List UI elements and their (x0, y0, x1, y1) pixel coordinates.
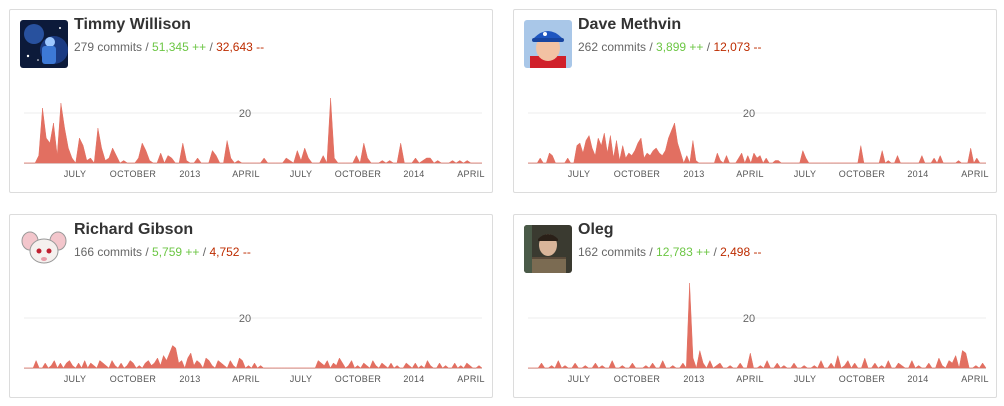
avatar-cartoon-mouse-icon (20, 225, 68, 273)
contributor-stats: 162 commits / 12,783 ++ / 2,498 -- (578, 245, 762, 259)
commit-count: 262 commits (578, 40, 647, 54)
x-tick-label: OCTOBER (335, 169, 382, 179)
x-tick-label: APRIL (232, 374, 260, 384)
y-tick-label: 20 (239, 313, 251, 325)
avatar-space-illustration-icon (20, 20, 68, 68)
commit-area-series (23, 97, 483, 164)
x-tick-label: 2014 (907, 374, 928, 384)
x-tick-label: JULY (568, 169, 591, 179)
x-tick-label: 2013 (179, 169, 200, 179)
commit-activity-chart: 20 JULY OCTOBER 2013 APRIL JULY OCTOBER 2014 APR… (527, 282, 989, 384)
x-tick-label: JULY (64, 169, 87, 179)
contributor-stats: 262 commits / 3,899 ++ / 12,073 -- (578, 40, 762, 54)
commit-area-series (527, 122, 987, 164)
x-tick-label: APRIL (457, 169, 485, 179)
additions-count: 3,899 ++ (656, 40, 704, 54)
x-tick-label: OCTOBER (839, 169, 886, 179)
avatar[interactable] (20, 20, 68, 68)
x-tick-label: OCTOBER (614, 169, 661, 179)
commit-count: 162 commits (578, 245, 647, 259)
x-tick-label: OCTOBER (614, 374, 661, 384)
x-tick-label: OCTOBER (335, 374, 382, 384)
deletions-count: 2,498 -- (720, 245, 762, 259)
deletions-count: 32,643 -- (216, 40, 265, 54)
x-tick-label: JULY (64, 374, 87, 384)
deletions-count: 12,073 -- (713, 40, 762, 54)
commit-activity-chart: 20 JULY OCTOBER 2013 APRIL JULY OCTOBER 2014 APR… (23, 313, 485, 384)
x-tick-label: JULY (794, 374, 817, 384)
commit-area-series (527, 282, 987, 369)
x-tick-label: 2013 (683, 374, 704, 384)
x-tick-label: JULY (290, 374, 313, 384)
x-tick-label: 2013 (683, 169, 704, 179)
x-tick-label: JULY (568, 374, 591, 384)
avatar[interactable] (524, 20, 572, 68)
contributor-card-oleg: 20 JULY OCTOBER 2013 APRIL JULY OCTOBER 2014 APR… (513, 214, 997, 398)
y-tick-label: 20 (743, 108, 755, 120)
additions-count: 5,759 ++ (152, 245, 200, 259)
x-tick-label: 2013 (179, 374, 200, 384)
avatar[interactable] (524, 225, 572, 273)
additions-count: 51,345 ++ (152, 40, 207, 54)
contributor-name[interactable]: Oleg (578, 221, 614, 238)
x-tick-label: APRIL (961, 169, 989, 179)
x-tick-label: OCTOBER (110, 169, 157, 179)
y-tick-label: 20 (743, 313, 755, 325)
avatar-blue-cap-icon (524, 20, 572, 68)
contributor-card-dave-methvin: 20 JULY OCTOBER 2013 APRIL JULY OCTOBER 2014 APR… (513, 9, 997, 193)
x-tick-label: OCTOBER (110, 374, 157, 384)
commit-count: 279 commits (74, 40, 143, 54)
x-tick-label: JULY (290, 169, 313, 179)
contributor-name[interactable]: Timmy Willison (74, 16, 191, 33)
x-tick-label: 2014 (907, 169, 928, 179)
avatar[interactable] (20, 225, 68, 273)
contributor-name[interactable]: Richard Gibson (74, 221, 194, 238)
x-tick-label: APRIL (961, 374, 989, 384)
additions-count: 12,783 ++ (656, 245, 711, 259)
y-tick-label: 20 (239, 108, 251, 120)
commit-activity-chart: 20 JULY OCTOBER 2013 APRIL JULY OCTOBER 2014 APR… (527, 108, 989, 179)
contributor-stats: 166 commits / 5,759 ++ / 4,752 -- (74, 245, 251, 259)
deletions-count: 4,752 -- (209, 245, 251, 259)
commit-activity-chart: 20 JULY OCTOBER 2013 APRIL JULY OCTOBER 2014 APR… (23, 97, 485, 179)
contributor-stats: 279 commits / 51,345 ++ / 32,643 -- (74, 40, 265, 54)
x-tick-label: APRIL (457, 374, 485, 384)
x-tick-label: JULY (794, 169, 817, 179)
x-tick-label: OCTOBER (839, 374, 886, 384)
contributor-card-richard-gibson: 20 JULY OCTOBER 2013 APRIL JULY OCTOBER 2014 APR… (9, 214, 493, 398)
x-tick-label: APRIL (736, 374, 764, 384)
x-tick-label: 2014 (403, 374, 424, 384)
x-tick-label: APRIL (736, 169, 764, 179)
x-tick-label: APRIL (232, 169, 260, 179)
commit-area-series (23, 345, 483, 369)
x-tick-label: 2014 (403, 169, 424, 179)
commit-count: 166 commits (74, 245, 143, 259)
contributor-card-timmy-willison: 20 JULY OCTOBER 2013 APRIL JULY OCTOBER 2014 APR… (9, 9, 493, 193)
contributor-name[interactable]: Dave Methvin (578, 16, 682, 33)
avatar-man-photo-icon (524, 225, 572, 273)
